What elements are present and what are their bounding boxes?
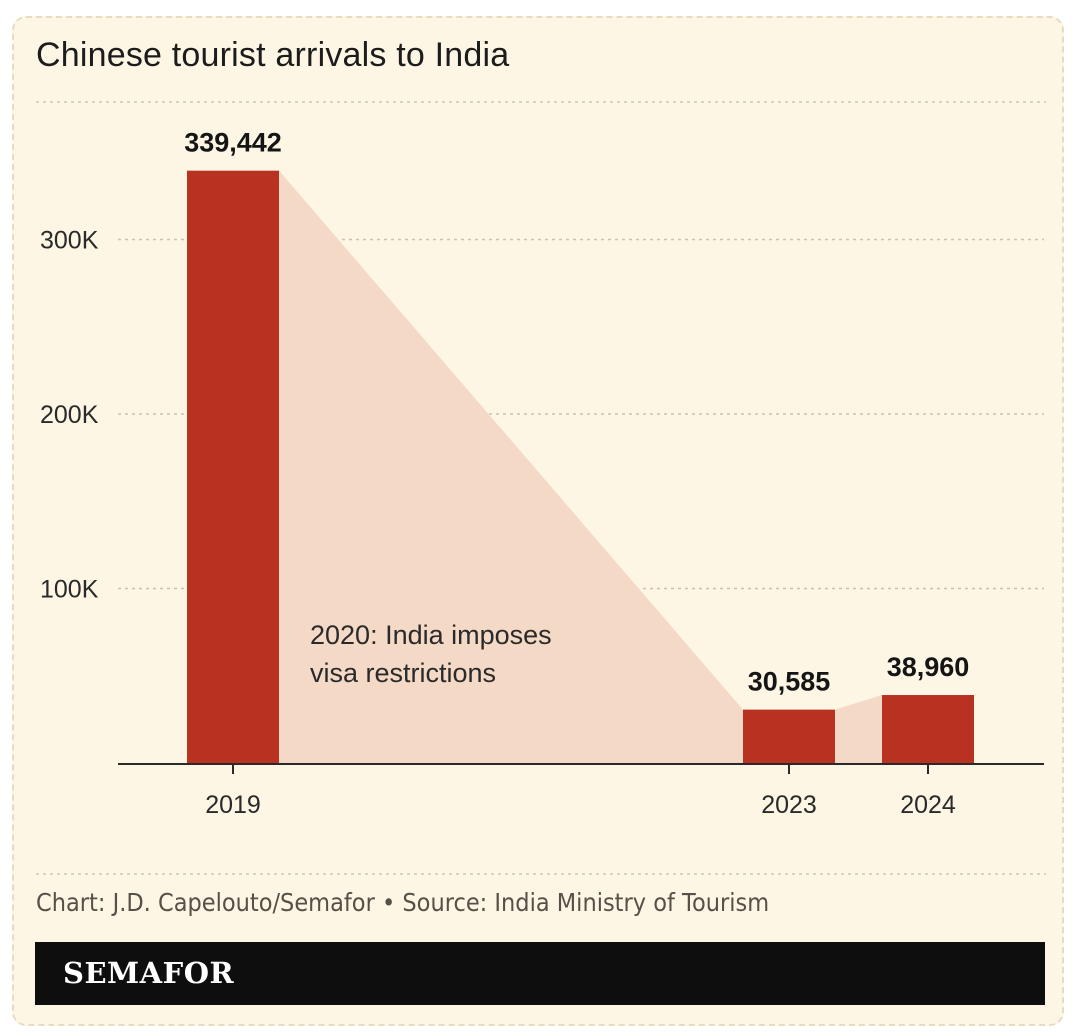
- ytick-label: 300K: [40, 227, 99, 255]
- annotation-line-2: visa restrictions: [310, 658, 496, 688]
- value-labels: 339,442 30,585 38,960: [184, 128, 969, 697]
- x-axis-labels: 2019 2023 2024: [205, 791, 956, 819]
- value-label: 339,442: [184, 128, 282, 158]
- x-ticks: [232, 764, 929, 774]
- value-label: 38,960: [887, 652, 970, 682]
- connectors: [279, 170, 882, 763]
- bar-2023: [743, 709, 835, 763]
- brand-bar: SEMAFOR: [35, 942, 1045, 1005]
- xtick-label: 2024: [900, 791, 956, 819]
- brand-logo: SEMAFOR: [63, 956, 235, 990]
- xtick-label: 2023: [761, 791, 817, 819]
- value-label: 30,585: [748, 667, 831, 697]
- annotation: 2020: India imposes visa restrictions: [310, 620, 552, 688]
- bars: [187, 170, 974, 763]
- connector-area: [279, 170, 743, 763]
- bar-2019: [187, 170, 279, 763]
- ytick-label: 100K: [40, 576, 99, 604]
- y-axis-labels: 100K 200K 300K: [40, 227, 99, 604]
- bar-2024: [882, 695, 974, 763]
- chart-title: Chinese tourist arrivals to India: [36, 36, 510, 74]
- ytick-label: 200K: [40, 401, 99, 429]
- xtick-label: 2019: [205, 791, 261, 819]
- connector-area: [835, 695, 882, 763]
- chart-card: Chinese tourist arrivals to India 100K 2…: [12, 16, 1064, 1026]
- annotation-line-1: 2020: India imposes: [310, 620, 552, 650]
- bar-chart: 100K 200K 300K 339,442 30,585 38,960 201…: [36, 101, 1046, 875]
- source-note: Chart: J.D. Capelouto/Semafor • Source: …: [36, 888, 770, 917]
